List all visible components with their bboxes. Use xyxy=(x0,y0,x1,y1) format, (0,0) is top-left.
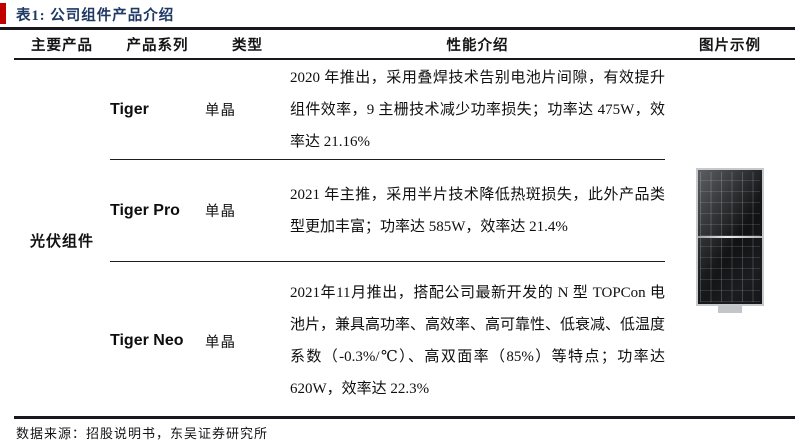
solar-panel-reflection xyxy=(698,169,762,304)
table-title: 表1: 公司组件产品介绍 xyxy=(16,8,175,24)
product-image-cell xyxy=(665,59,795,420)
table-row-tiger: 光伏组件 Tiger 单晶 2020 年推出，采用叠焊技术告别电池片间隙，有效提… xyxy=(14,59,795,313)
header-type: 类型 xyxy=(205,30,290,60)
table-row-tiger-neo: Tiger Neo 单晶 2021年11月推出，搭配公司最新开发的 N 型 TO… xyxy=(14,262,795,421)
table-top-rule xyxy=(0,27,795,30)
type-cell-tiger-neo: 单晶 xyxy=(205,334,236,351)
table-row-tiger-pro: Tiger Pro 单晶 2021 年主推，采用半片技术降低热斑损失，此外产品类… xyxy=(14,159,795,262)
description-cell-tiger: 2020 年推出，采用叠焊技术告别电池片间隙，有效提升组件效率，9 主栅技术减少… xyxy=(290,59,665,160)
description-cell-tiger-neo: 2021年11月推出，搭配公司最新开发的 N 型 TOPCon 电池片，兼具高功… xyxy=(290,285,666,397)
header-main-product: 主要产品 xyxy=(14,30,110,60)
solar-panel-middle-bar xyxy=(698,235,762,238)
type-cell-tiger-pro: 单晶 xyxy=(205,159,290,262)
series-cell-tiger-pro: Tiger Pro xyxy=(110,159,205,262)
main-product-cell: 光伏组件 xyxy=(29,233,94,250)
header-performance: 性能介绍 xyxy=(290,30,665,60)
solar-panel-stand xyxy=(718,305,742,313)
header-series: 产品系列 xyxy=(110,30,205,60)
data-source-note: 数据来源：招股说明书，东吴证券研究所 xyxy=(16,426,269,441)
header-row: 主要产品 产品系列 类型 性能介绍 图片示例 xyxy=(14,30,795,60)
title-accent-bar xyxy=(0,3,6,24)
series-cell-tiger-neo: Tiger Neo xyxy=(110,332,184,349)
description-cell-tiger-pro: 2021 年主推，采用半片技术降低热斑损失，此外产品类型更加丰富；功率达 585… xyxy=(290,159,665,262)
type-cell-tiger: 单晶 xyxy=(205,59,290,160)
series-cell-tiger: Tiger xyxy=(110,59,205,160)
table-bottom-rule xyxy=(14,416,795,419)
solar-panel-frame xyxy=(696,167,764,306)
solar-panel-image xyxy=(665,167,795,313)
header-image-example: 图片示例 xyxy=(665,30,795,60)
product-table: 主要产品 产品系列 类型 性能介绍 图片示例 光伏组件 Tiger 单晶 202… xyxy=(14,30,795,420)
